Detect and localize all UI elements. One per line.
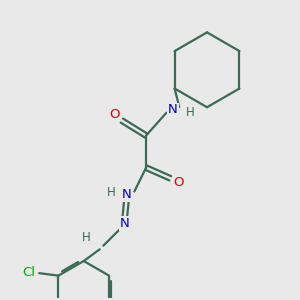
Text: N: N bbox=[168, 103, 178, 116]
Text: H: H bbox=[186, 106, 194, 119]
Text: H: H bbox=[107, 186, 116, 199]
Text: O: O bbox=[173, 176, 183, 189]
Text: N: N bbox=[120, 217, 130, 230]
Text: Cl: Cl bbox=[23, 266, 36, 279]
Text: N: N bbox=[122, 188, 131, 201]
Text: H: H bbox=[82, 231, 91, 244]
Text: O: O bbox=[109, 108, 119, 121]
